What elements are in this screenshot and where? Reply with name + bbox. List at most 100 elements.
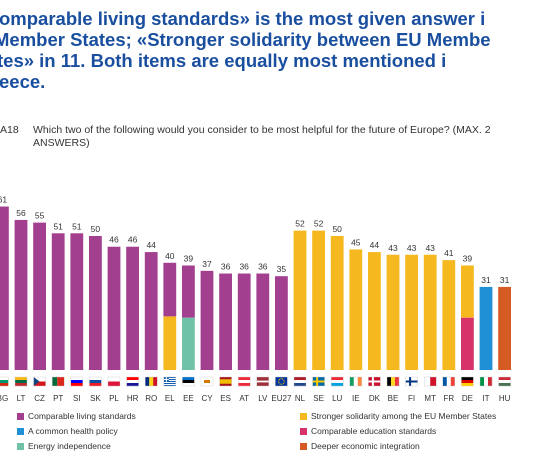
bar-sk [89, 236, 102, 370]
bar-de-upper [461, 265, 474, 318]
bar-lu [330, 236, 344, 370]
value-label-mt: 43 [425, 243, 435, 253]
flag-sk [89, 376, 102, 387]
flag-si [70, 376, 84, 387]
bar-eu27 [275, 276, 288, 370]
bar-de-lower [461, 317, 474, 370]
legend-swatch [300, 413, 307, 420]
flag-hu [498, 376, 511, 387]
bar-pl [107, 246, 121, 370]
value-label-de: 39 [463, 253, 473, 263]
flag-ie [349, 376, 362, 387]
headline-line-4: eece. [0, 71, 46, 92]
tick-label-hu: HU [499, 394, 511, 403]
bar-pt [51, 233, 65, 370]
bar-lv [256, 273, 270, 370]
value-label-ro: 44 [146, 240, 156, 250]
value-label-it: 31 [481, 275, 491, 285]
legend-label: Comparable education standards [311, 426, 437, 436]
value-label-fr: 41 [444, 248, 454, 258]
tick-label-ie: IE [352, 394, 360, 403]
value-label-se: 52 [314, 219, 324, 229]
legend-label: Deeper economic integration [311, 441, 420, 451]
tick-label-lt: LT [17, 394, 26, 403]
bar-hu [498, 286, 511, 370]
value-label-ee: 39 [184, 253, 194, 263]
value-label-cy: 37 [202, 259, 212, 269]
legend-swatch [300, 428, 307, 435]
tick-label-fr: FR [443, 394, 454, 403]
flag-pl [107, 376, 121, 387]
bar-nl [293, 230, 307, 370]
tick-label-eu27: EU27 [271, 394, 292, 403]
tick-label-si: SI [73, 394, 81, 403]
value-label-bg: 61 [0, 195, 7, 205]
flag-el [163, 376, 177, 387]
bar-dk [368, 252, 381, 370]
tick-label-lv: LV [258, 394, 268, 403]
flag-cz [33, 376, 46, 387]
tick-label-es: ES [220, 394, 231, 403]
bar-ee-upper [182, 265, 195, 318]
legend-swatch [17, 428, 24, 435]
value-label-es: 36 [221, 262, 231, 272]
headline-line-2: Member States; «Stronger solidarity betw… [0, 29, 491, 50]
tick-label-mt: MT [424, 394, 436, 403]
flag-pt [52, 376, 65, 387]
headline-line-1: omparable living standards» is the most … [0, 8, 486, 29]
tick-label-lu: LU [332, 394, 342, 403]
legend-swatch [17, 413, 24, 420]
flag-cy [200, 376, 214, 387]
flag-at [237, 376, 251, 387]
bar-fr [442, 260, 456, 370]
value-label-nl: 52 [295, 219, 305, 229]
value-label-hr: 46 [128, 235, 138, 245]
tick-label-ro: RO [145, 394, 157, 403]
tick-label-cz: CZ [34, 394, 45, 403]
tick-label-de: DE [462, 394, 473, 403]
legend-label: Energy independence [28, 441, 111, 451]
flag-hr [126, 376, 139, 387]
flag-se [312, 376, 325, 387]
bar-el-upper [163, 262, 177, 317]
legend-swatch [17, 443, 24, 450]
flag-lv [256, 376, 269, 387]
tick-label-nl: NL [295, 394, 306, 403]
question-number: A18 [0, 124, 19, 136]
flag-es [219, 376, 232, 387]
legend-label: A common health policy [28, 426, 118, 436]
tick-label-it: IT [482, 394, 489, 403]
legend-label: Stronger solidarity among the EU Member … [311, 411, 497, 421]
legend-swatch [300, 443, 307, 450]
bar-si [70, 233, 84, 370]
bar-se [312, 230, 325, 370]
bar-ee-lower [182, 317, 195, 370]
tick-label-el: EL [165, 394, 175, 403]
bar-ie [349, 249, 363, 370]
value-label-lu: 50 [332, 224, 342, 234]
tick-label-at: AT [239, 394, 249, 403]
tick-label-fi: FI [408, 394, 415, 403]
bar-at [237, 273, 251, 370]
value-label-be: 43 [388, 243, 398, 253]
bar-hr [126, 246, 139, 370]
tick-label-pl: PL [109, 394, 119, 403]
flag-ro [144, 376, 158, 387]
value-label-at: 36 [239, 262, 249, 272]
value-label-eu27: 35 [277, 264, 287, 274]
value-label-el: 40 [165, 251, 175, 261]
value-label-ie: 45 [351, 237, 361, 247]
bar-chart: 61 BG 56 LT 55 CZ 51 PT 51 SI 50 SK 46 PL 46 HR 44 RO 40 EL… [0, 195, 511, 403]
flag-dk [368, 376, 381, 387]
tick-label-se: SE [313, 394, 324, 403]
bar-mt [423, 254, 437, 370]
bar-it [479, 286, 493, 370]
flag-ee [182, 376, 195, 387]
flag-it [479, 376, 493, 387]
flag-eu27 [275, 376, 288, 387]
value-label-hu: 31 [500, 275, 510, 285]
value-label-dk: 44 [370, 240, 380, 250]
flag-mt [424, 376, 437, 387]
tick-label-bg: BG [0, 394, 8, 403]
tick-label-dk: DK [369, 394, 381, 403]
